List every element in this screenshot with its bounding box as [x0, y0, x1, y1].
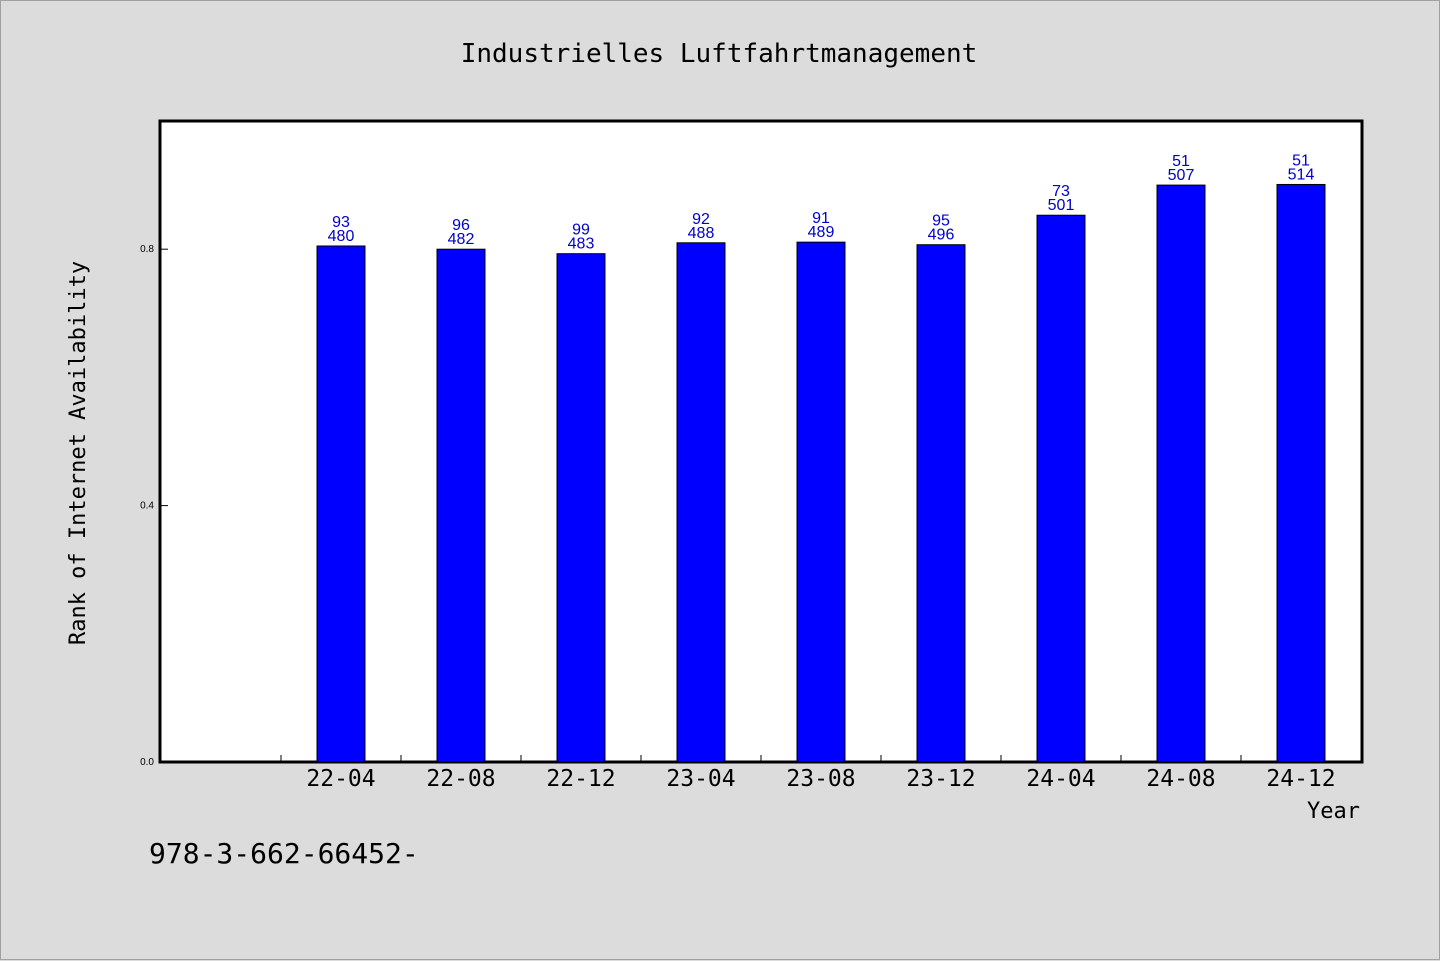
y-tick-label: 0.0 — [140, 757, 154, 768]
x-tick-label: 22-08 — [426, 766, 495, 792]
data-label-top: 91 — [812, 210, 830, 227]
bars — [316, 183, 1326, 763]
data-label-top: 92 — [692, 211, 710, 228]
bar-24-12 — [1276, 183, 1326, 763]
data-label-bottom: 501 — [1048, 197, 1075, 214]
data-label-top: 51 — [1172, 153, 1190, 170]
data-labels: 9348096482994839248891489954967350151507… — [328, 152, 1315, 252]
data-label-top: 73 — [1052, 183, 1070, 200]
data-label-bottom: 480 — [328, 228, 355, 245]
data-label-bottom: 488 — [688, 225, 715, 242]
bar-22-04 — [316, 245, 366, 763]
chart-title: Industrielles Luftfahrtmanagement — [461, 39, 978, 69]
bar-23-08 — [796, 241, 846, 763]
x-tick-label: 23-04 — [666, 766, 735, 792]
x-tick-label: 22-12 — [546, 766, 615, 792]
y-axis-title: Rank of Internet Availability — [66, 261, 91, 645]
data-label-top: 51 — [1292, 152, 1310, 169]
data-label-bottom: 483 — [568, 236, 595, 253]
x-axis: 22-04 22-08 22-12 23-04 23-08 23-12 24-04 24-08… — [280, 755, 1336, 792]
x-tick-label: 23-08 — [786, 766, 855, 792]
x-axis-title: Year — [1307, 799, 1360, 824]
data-label-bottom: 489 — [808, 224, 835, 241]
data-label-bottom: 514 — [1288, 166, 1315, 183]
data-label-top: 99 — [572, 222, 590, 239]
footer-code: 978-3-662-66452- — [149, 837, 419, 870]
data-label-top: 96 — [452, 217, 470, 234]
x-tick-label: 24-08 — [1146, 766, 1215, 792]
data-label-bottom: 507 — [1168, 167, 1195, 184]
data-label-top: 93 — [332, 214, 350, 231]
x-tick-label: 24-04 — [1026, 766, 1095, 792]
bar-23-12 — [916, 244, 966, 763]
data-label-bottom: 496 — [928, 227, 955, 244]
bar-23-04 — [676, 242, 726, 763]
bar-24-04 — [1036, 214, 1086, 763]
x-tick-label: 24-12 — [1266, 766, 1335, 792]
bar-22-08 — [436, 248, 486, 763]
bar-24-08 — [1156, 184, 1206, 763]
bar-22-12 — [556, 253, 606, 763]
y-tick-label: 0.4 — [140, 501, 154, 512]
data-label-bottom: 482 — [448, 231, 475, 248]
x-tick-label: 22-04 — [306, 766, 375, 792]
y-axis: 0.0 0.4 0.8 — [140, 244, 168, 768]
y-tick-label: 0.8 — [140, 244, 154, 255]
data-label-top: 95 — [932, 213, 950, 230]
x-tick-label: 23-12 — [906, 766, 975, 792]
